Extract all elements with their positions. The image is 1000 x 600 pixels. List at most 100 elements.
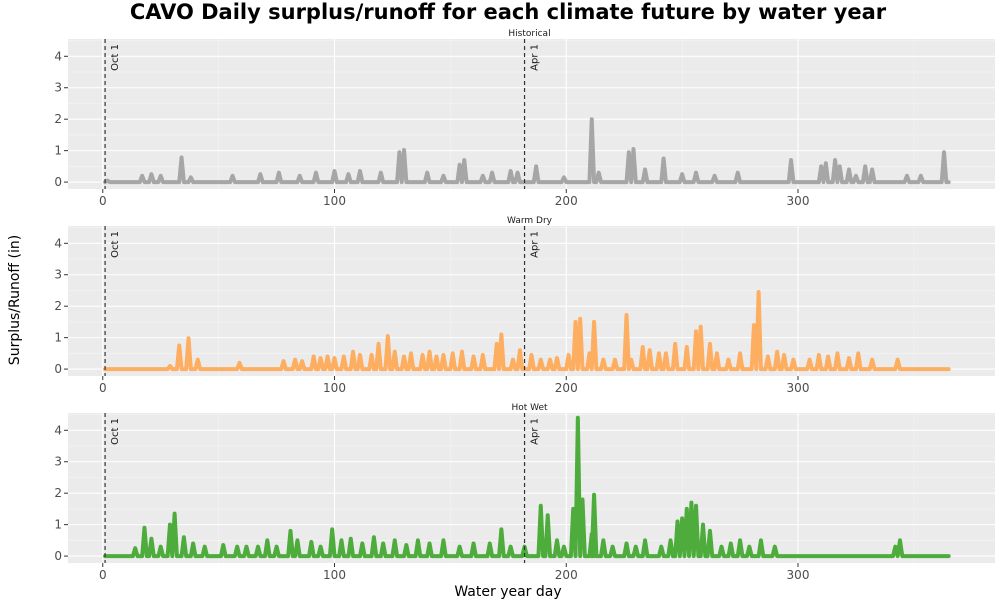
data-point: [462, 158, 466, 162]
data-point: [838, 164, 842, 168]
data-point: [789, 158, 793, 162]
data-point: [339, 538, 344, 542]
data-point: [766, 354, 770, 359]
data-point: [590, 532, 594, 536]
x-tick-label: 200: [555, 194, 578, 208]
y-tick-label: 2: [54, 299, 62, 313]
data-point: [427, 350, 432, 354]
data-point: [847, 167, 851, 172]
data-point: [539, 358, 543, 362]
data-point: [898, 538, 902, 542]
data-point: [319, 545, 323, 549]
data-point: [562, 545, 566, 549]
data-point: [330, 527, 334, 531]
x-tick-label: 0: [99, 568, 107, 582]
data-point: [819, 164, 823, 168]
data-point: [182, 535, 186, 539]
data-point: [288, 529, 293, 533]
data-point: [495, 342, 499, 346]
x-tick-label: 200: [555, 381, 578, 395]
data-point: [726, 358, 731, 362]
data-point: [189, 175, 193, 179]
data-point: [332, 356, 337, 360]
data-point: [256, 545, 260, 549]
data-point: [634, 545, 638, 549]
data-point: [747, 545, 751, 549]
data-point: [159, 174, 163, 178]
data-point: [847, 356, 851, 360]
data-point: [312, 354, 316, 359]
y-axis-title: Surplus/Runoff (in): [7, 235, 23, 365]
data-point: [643, 538, 647, 542]
x-tick-label: 100: [323, 381, 346, 395]
data-point: [668, 538, 673, 542]
data-point: [372, 535, 376, 539]
data-point: [369, 353, 374, 357]
data-point: [314, 171, 318, 175]
data-point: [601, 538, 605, 542]
data-point: [659, 545, 663, 549]
data-point: [592, 320, 596, 324]
data-point: [719, 545, 724, 549]
data-point: [402, 354, 406, 359]
data-point: [548, 358, 552, 362]
data-point: [611, 545, 615, 549]
data-point: [631, 147, 636, 151]
y-tick-label: 4: [54, 49, 62, 63]
data-point: [661, 156, 666, 161]
x-tick-label: 300: [787, 381, 810, 395]
data-point: [587, 351, 592, 355]
data-point: [168, 523, 172, 527]
data-point: [237, 361, 242, 365]
data-point: [277, 171, 281, 175]
data-point: [708, 529, 712, 533]
reference-line-label: Apr 1: [530, 44, 541, 71]
data-point: [566, 353, 571, 357]
data-point: [149, 537, 154, 541]
data-point: [235, 545, 239, 549]
data-point: [481, 353, 485, 357]
data-point: [349, 537, 353, 541]
data-point: [573, 320, 578, 324]
data-point: [546, 513, 550, 517]
data-point: [342, 354, 346, 359]
data-point: [942, 150, 946, 154]
data-point: [708, 342, 712, 346]
data-point: [325, 354, 330, 359]
data-point: [673, 342, 677, 346]
data-point: [319, 356, 323, 360]
data-point: [629, 358, 633, 362]
data-point: [752, 323, 756, 327]
data-point: [230, 174, 235, 178]
data-point: [757, 290, 761, 294]
data-point: [870, 167, 874, 172]
data-point: [460, 350, 464, 354]
data-point: [221, 543, 225, 547]
data-point: [168, 364, 172, 368]
data-point: [133, 546, 137, 550]
x-tick-label: 0: [99, 381, 107, 395]
facet-panel: Historical 0 1 2 3 4 0 100 200 300 Oct 1 Apr 1: [54, 29, 995, 208]
data-point: [358, 353, 362, 357]
data-point: [715, 351, 719, 355]
data-point: [295, 538, 300, 542]
reference-line-label: Oct 1: [110, 44, 121, 71]
data-point: [441, 174, 446, 178]
reference-line-label: Oct 1: [110, 231, 121, 258]
data-point: [393, 538, 397, 542]
data-point: [293, 358, 297, 362]
data-point: [597, 171, 601, 175]
data-point: [601, 358, 605, 362]
data-point: [657, 351, 661, 355]
data-point: [675, 519, 680, 524]
data-point: [402, 148, 406, 152]
data-point: [346, 172, 351, 176]
data-point: [736, 171, 740, 175]
data-point: [397, 150, 402, 154]
data-point: [481, 174, 485, 178]
data-point: [817, 353, 821, 357]
data-point: [471, 541, 476, 546]
data-point: [499, 527, 503, 531]
